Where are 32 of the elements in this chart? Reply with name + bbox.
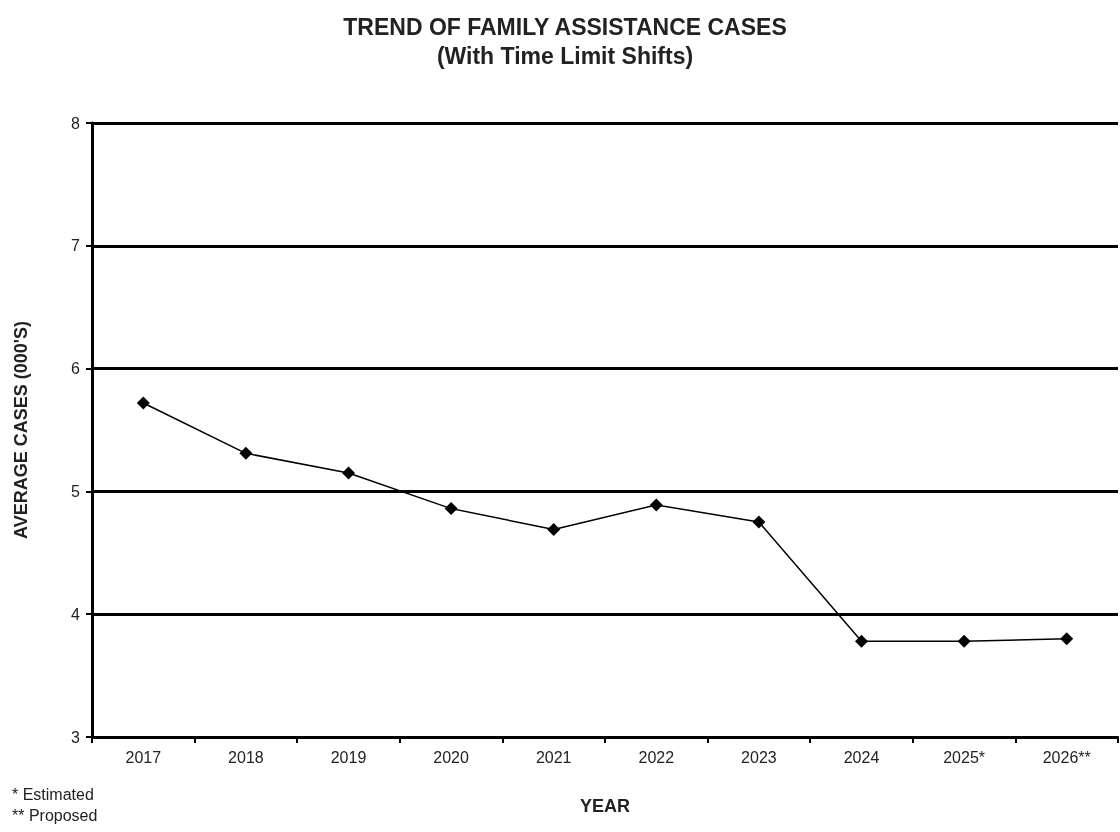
text: ** Proposed	[12, 806, 98, 824]
x-tick-label: 2017	[125, 748, 162, 766]
point	[855, 634, 868, 648]
y-tick-label: 5	[71, 482, 81, 500]
y-tick-label: 8	[71, 114, 81, 132]
x-tick-label: 2018	[228, 748, 264, 766]
x-tick-label: 2026**	[1042, 748, 1091, 766]
x-axis-title: YEAR	[579, 796, 631, 816]
point	[342, 466, 355, 480]
y-tick-label: 6	[71, 360, 81, 378]
x-tick-label: 2020	[433, 748, 469, 766]
point	[649, 498, 663, 512]
chart-subtitle: (With Time Limit Shifts)	[436, 42, 694, 69]
point	[547, 522, 561, 536]
y-axis-title: AVERAGE CASES (000'S)	[11, 320, 31, 540]
point	[444, 502, 458, 516]
x-tick-label: 2021	[535, 748, 572, 766]
x-tick-label: 2025*	[943, 748, 986, 766]
x-tick-label: 2022	[638, 748, 675, 766]
y-tick-label: 7	[71, 237, 81, 255]
point	[136, 396, 150, 410]
x-tick-label: 2023	[741, 748, 777, 766]
point	[752, 515, 766, 529]
point	[239, 446, 253, 460]
point	[1060, 632, 1074, 646]
y-tick-label: 4	[71, 605, 81, 623]
chart-title: TREND OF FAMILY ASSISTANCE CASES	[343, 13, 787, 40]
text: * Estimated	[12, 785, 94, 803]
point	[957, 634, 971, 648]
x-tick-label: 2019	[330, 748, 367, 766]
x-tick-label: 2024	[843, 748, 880, 766]
y-tick-label: 3	[71, 728, 81, 746]
